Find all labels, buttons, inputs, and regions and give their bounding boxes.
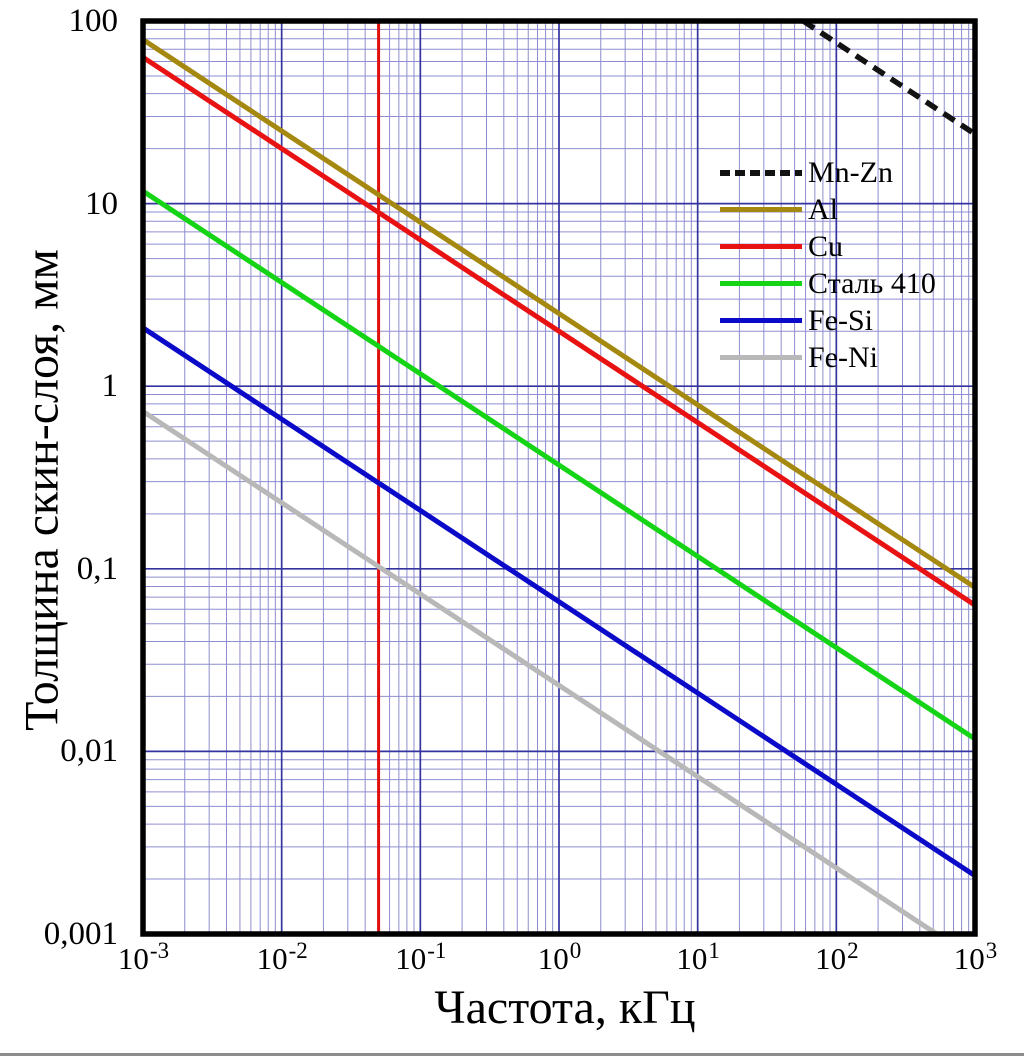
legend-label: Al [808,192,838,226]
series-lines [141,18,977,937]
x-tick-base: 10 [256,941,288,976]
x-tick-label: 10-1 [395,938,447,977]
legend-item-Fe-Si: Fe-Si [720,302,936,339]
series-line-Сталь 410 [141,189,977,742]
legend-line-sample [720,355,802,360]
x-tick-exponent: 3 [985,938,998,963]
series-line-Al [141,37,977,590]
legend-line-sample [720,207,802,212]
y-tick-label: 100 [68,3,119,39]
x-tick-base: 10 [676,941,708,976]
legend-label: Fe-Si [808,303,874,337]
x-tick-exponent: 0 [569,938,582,963]
y-tick-label: 0,1 [76,550,118,587]
legend-label: Cu [808,229,844,263]
legend-item-Cu: Cu [720,228,936,265]
x-tick-base: 10 [815,941,847,976]
series-line-Mn-Zn [801,18,977,137]
legend-item-Fe-Ni: Fe-Ni [720,339,936,376]
x-tick-base: 10 [537,941,569,976]
legend-item-Mn-Zn: Mn-Zn [720,154,936,191]
x-tick-label: 102 [815,938,859,977]
legend-item-Al: Al [720,191,936,228]
y-tick-label: 0,01 [60,733,118,770]
x-tick-exponent: -2 [288,938,308,963]
x-tick-base: 10 [395,941,427,976]
legend-label: Mn-Zn [808,155,893,189]
series-line-Fe-Si [141,325,977,878]
x-tick-exponent: -1 [427,938,447,963]
x-tick-exponent: 1 [708,938,720,963]
legend-line-sample [720,244,802,249]
legend-item-Сталь 410: Сталь 410 [720,265,936,302]
legend-label: Сталь 410 [808,266,936,300]
y-tick-label: 0,001 [43,916,118,952]
x-tick-base: 10 [117,941,149,976]
axes-frame [140,18,978,937]
x-tick-exponent: 2 [847,938,859,963]
x-tick-label: 10-3 [117,938,170,977]
series-line-Fe-Ni [141,409,939,937]
major-grid [143,21,975,934]
page-bottom-rule [0,1053,1024,1056]
x-tick-exponent: -3 [149,938,170,963]
x-tick-label: 10-2 [256,938,308,977]
x-tick-label: 103 [953,938,998,977]
series-line-Cu [141,55,977,608]
legend-line-sample [720,281,802,286]
y-tick-label: 10 [85,185,118,222]
x-tick-label: 101 [676,938,720,977]
y-axis-title: Толщина скин-слоя, мм [15,249,69,731]
legend-label: Fe-Ni [808,340,878,374]
legend-line-sample [720,318,802,323]
x-tick-base: 10 [953,941,985,976]
x-axis-title: Частота, кГц [434,981,696,1034]
y-tick-label: 1 [101,368,119,405]
legend-line-sample [720,169,802,176]
legend: Mn-Zn Al Cu Сталь 410 Fe-Si Fe-Ni [720,154,936,376]
x-tick-label: 100 [537,938,582,977]
